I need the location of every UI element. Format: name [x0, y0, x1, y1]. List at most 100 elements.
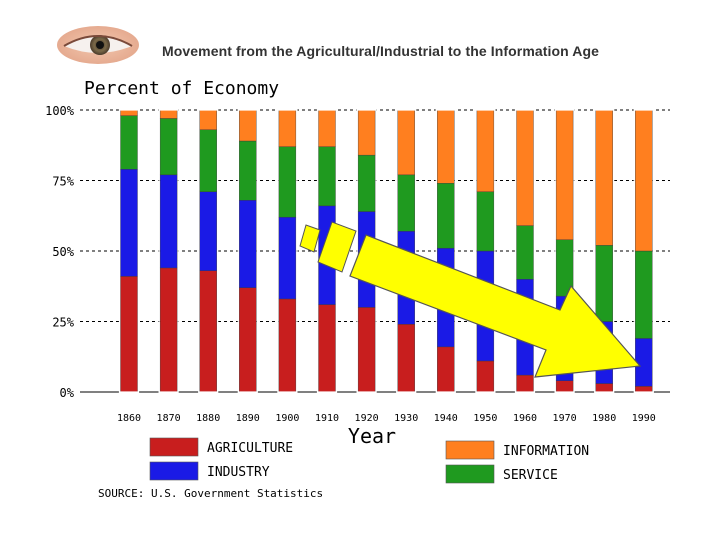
x-tick-label: 1990: [632, 413, 656, 424]
bar-segment-information: [555, 109, 574, 240]
bar-segment-service: [635, 250, 653, 339]
bar-segment-service: [318, 146, 336, 207]
bar-segment-agriculture: [555, 380, 574, 393]
bar-segment-service: [278, 146, 297, 218]
x-tick-label: 1970: [553, 413, 577, 424]
bar-outline: [435, 109, 456, 393]
bar-segment-information: [595, 109, 613, 246]
bar-segment-information: [437, 109, 455, 184]
bar-stack: [316, 109, 338, 393]
bar-segment-service: [437, 183, 455, 249]
legend-label: INFORMATION: [503, 444, 589, 459]
bar-segment-service: [199, 129, 217, 192]
bar-outline: [633, 109, 654, 393]
y-tick-label: 75%: [52, 175, 74, 189]
x-axis-label: Year: [348, 424, 396, 448]
bar-segment-information: [159, 109, 178, 119]
legend: AGRICULTURE INDUSTRY SERVICE INFORMATION: [149, 437, 589, 484]
bar-segment-agriculture: [476, 360, 495, 393]
bar-segment-service: [239, 140, 257, 201]
bar-segment-service: [516, 225, 534, 280]
bar-segment-information: [476, 109, 495, 192]
bar-stack: [237, 109, 258, 393]
bar-outline: [554, 109, 575, 393]
bar-stack: [118, 109, 140, 393]
x-tick-label: 1890: [236, 413, 260, 424]
bar-segment-information: [397, 109, 415, 176]
x-tick-label: 1980: [592, 413, 616, 424]
bar-segment-service: [357, 154, 376, 212]
legend-swatch: [149, 461, 199, 481]
x-tick-label: 1900: [275, 413, 299, 424]
bar-segment-agriculture: [595, 383, 613, 393]
bar-segment-agriculture: [516, 374, 534, 393]
bar-segment-service: [159, 118, 178, 176]
bar-segment-information: [516, 109, 534, 226]
bar-outline: [158, 109, 179, 393]
bar-stack: [158, 109, 179, 393]
x-tick-label: 1940: [434, 413, 458, 424]
bar-segment-service: [397, 174, 415, 232]
bar-outline: [277, 109, 298, 393]
bar-segment-industry: [120, 169, 138, 277]
y-tick-label: 25%: [52, 316, 74, 330]
bar-segment-service: [595, 245, 613, 322]
bar-outline: [594, 109, 615, 393]
legend-item: INDUSTRY: [149, 461, 270, 481]
y-tick-label: 100%: [45, 104, 75, 118]
chart-title: Percent of Economy: [84, 78, 279, 99]
x-tick-label: 1930: [394, 413, 418, 424]
bar-stack: [277, 109, 298, 393]
legend-swatch: [445, 464, 495, 484]
x-tick-label: 1860: [117, 413, 141, 424]
x-axis-ticks: 1860 1870 1880 1890 1900 1910 1920 1930 1940 1950…: [117, 413, 656, 424]
bar-outline: [118, 109, 140, 393]
x-tick-label: 1950: [473, 413, 497, 424]
bar-segment-service: [120, 115, 138, 170]
legend-label: INDUSTRY: [207, 465, 270, 480]
bar-segment-agriculture: [120, 276, 138, 393]
bar-segment-information: [199, 109, 217, 130]
bar-segment-information: [357, 109, 376, 156]
bar-segment-industry: [199, 191, 217, 271]
bar-segment-agriculture: [159, 267, 178, 393]
bar-segment-industry: [159, 174, 178, 269]
legend-label: AGRICULTURE: [207, 441, 293, 456]
bar-segment-information: [318, 109, 336, 147]
x-tick-label: 1880: [196, 413, 220, 424]
bar-outline: [475, 109, 496, 393]
bar-segment-agriculture: [635, 386, 653, 393]
legend-label: SERVICE: [503, 468, 558, 483]
bar-segment-information: [239, 109, 257, 142]
bar-segment-agriculture: [278, 298, 297, 393]
legend-item: AGRICULTURE: [149, 437, 293, 457]
bar-segment-industry: [635, 338, 653, 387]
bar-outline: [237, 109, 258, 393]
legend-swatch: [149, 437, 199, 457]
legend-item: SERVICE: [445, 464, 558, 484]
bar-segment-industry: [239, 200, 257, 288]
page-title: Movement from the Agricultural/Industria…: [162, 43, 600, 59]
bar-stack: [198, 109, 219, 393]
bar-segment-information: [120, 109, 138, 116]
bar-segment-information: [278, 109, 297, 147]
bar-segment-agriculture: [357, 307, 376, 393]
bar-outline: [198, 109, 219, 393]
bar-stack: [475, 109, 496, 393]
source-note: SOURCE: U.S. Government Statistics: [98, 487, 323, 500]
x-tick-label: 1910: [315, 413, 339, 424]
y-tick-label: 0%: [60, 386, 75, 400]
bar-stack: [633, 109, 654, 393]
y-axis-ticks: 0% 25% 50% 75% 100%: [45, 104, 75, 400]
x-tick-label: 1920: [355, 413, 379, 424]
bar-segment-agriculture: [437, 346, 455, 393]
y-tick-label: 50%: [52, 245, 74, 259]
bar-stack: [435, 109, 456, 393]
bar-stack: [514, 109, 536, 393]
eye-icon: [56, 24, 140, 70]
bar-segment-information: [635, 109, 653, 252]
bar-segment-agriculture: [239, 287, 257, 393]
bar-segment-agriculture: [397, 324, 415, 393]
legend-item: INFORMATION: [445, 440, 589, 460]
